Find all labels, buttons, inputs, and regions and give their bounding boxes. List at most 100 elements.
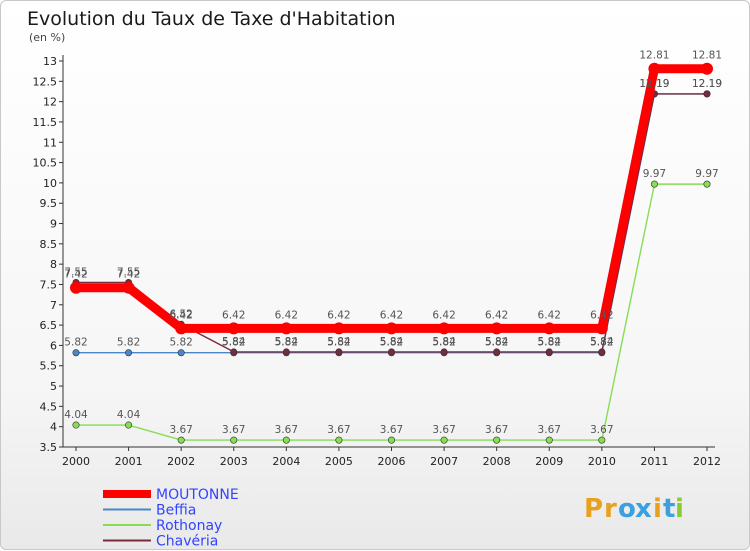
x-tick-label: 2011 (640, 455, 668, 468)
data-point (280, 322, 293, 335)
chart-title: Evolution du Taux de Taxe d'Habitation (27, 8, 396, 30)
data-point (72, 421, 80, 429)
data-point (545, 348, 553, 356)
data-point (493, 348, 501, 356)
data-point (175, 322, 188, 335)
data-label: 3.67 (432, 424, 455, 436)
logo-letter: P (584, 494, 603, 524)
y-tick-label: 12.5 (33, 75, 58, 88)
x-tick-label: 2010 (588, 455, 616, 468)
data-label: 3.67 (222, 424, 245, 436)
series-line-moutonne (71, 64, 712, 333)
y-tick-label: 11 (43, 136, 57, 149)
data-point (335, 436, 343, 444)
data-label: 3.67 (380, 424, 403, 436)
data-label: 5.82 (169, 337, 192, 349)
data-point (230, 436, 238, 444)
data-point (72, 349, 80, 357)
x-tick-label: 2001 (115, 455, 143, 468)
x-tick-label: 2012 (693, 455, 721, 468)
data-label: 5.84 (485, 336, 509, 348)
data-label: 5.84 (432, 336, 456, 348)
data-point (598, 436, 606, 444)
data-point (230, 348, 238, 356)
data-point (122, 281, 135, 294)
data-label: 6.42 (432, 309, 455, 321)
data-label: 3.67 (590, 424, 613, 436)
y-tick-label: 4 (50, 421, 57, 434)
y-tick-label: 10.5 (33, 157, 58, 170)
x-tick-label: 2008 (483, 455, 511, 468)
data-label: 5.84 (275, 336, 299, 348)
data-label: 5.82 (432, 337, 455, 349)
logo-letter: o (618, 494, 636, 524)
x-tick-label: 2004 (272, 455, 300, 468)
data-label: 7.55 (117, 266, 140, 278)
data-label: 12.19 (692, 78, 722, 90)
logo-letter: i (675, 494, 684, 524)
legend-label: MOUTONNE (156, 487, 239, 503)
y-tick-label: 5.5 (40, 360, 58, 373)
data-label: 5.82 (327, 337, 350, 349)
x-tick-label: 2002 (167, 455, 195, 468)
logo-letter: x (635, 494, 652, 524)
data-label: 6.42 (275, 309, 298, 321)
data-label: 6.52 (169, 308, 192, 320)
data-label: 7.42 (64, 269, 87, 281)
data-label: 5.82 (117, 337, 140, 349)
data-point (493, 436, 501, 444)
data-label: 5.84 (380, 336, 404, 348)
legend-label: Chavéria (156, 534, 218, 550)
x-tick-label: 2006 (378, 455, 406, 468)
legend-label: Beffia (156, 503, 196, 519)
data-point (335, 348, 343, 356)
data-label: 5.84 (538, 336, 562, 348)
y-tick-label: 10 (43, 177, 57, 190)
data-label: 5.84 (327, 336, 351, 348)
data-point (703, 180, 711, 188)
data-label: 9.97 (643, 168, 666, 180)
data-label: 9.97 (695, 168, 718, 180)
data-point (282, 436, 290, 444)
data-point (598, 348, 606, 356)
y-tick-label: 4.5 (40, 400, 58, 413)
data-label: 6.42 (327, 309, 350, 321)
x-tick-label: 2007 (430, 455, 458, 468)
logo-letter: r (604, 494, 617, 524)
data-point (385, 322, 398, 335)
y-tick-label: 5 (50, 380, 57, 393)
data-point (440, 436, 448, 444)
data-point (177, 436, 185, 444)
y-tick-label: 7.5 (40, 278, 58, 291)
data-point (332, 322, 345, 335)
axes: 3.5 4 4.5 5 5.5 6 6.5 7 7.5 8 8.5 9 9.5 10 10.5 11 11.5 1… (33, 55, 721, 468)
data-label: 4.04 (64, 409, 88, 421)
data-label: 5.82 (275, 337, 298, 349)
data-label: 12.81 (692, 50, 722, 62)
data-label: 5.82 (380, 337, 403, 349)
y-tick-label: 9.5 (40, 197, 58, 210)
x-tick-label: 2009 (535, 455, 563, 468)
data-label: 12.19 (692, 78, 722, 90)
x-tick-label: 2005 (325, 455, 353, 468)
data-point (648, 62, 661, 75)
data-point (177, 349, 185, 357)
data-point (545, 436, 553, 444)
data-label: 6.42 (169, 309, 192, 321)
data-point (703, 90, 711, 98)
x-tick-label: 2003 (220, 455, 248, 468)
data-label: 6.42 (380, 309, 403, 321)
data-label: 6.42 (222, 309, 245, 321)
data-label: 3.67 (169, 424, 192, 436)
legend-label: Rothonay (156, 518, 222, 534)
data-label: 3.67 (275, 424, 298, 436)
data-point (438, 322, 451, 335)
data-label: 5.82 (538, 337, 561, 349)
logo-letter: i (653, 494, 662, 524)
data-point (227, 322, 240, 335)
y-tick-label: 13 (43, 55, 57, 68)
y-tick-label: 9 (50, 218, 57, 231)
data-label: 12.19 (639, 78, 669, 90)
y-tick-label: 6.5 (40, 319, 58, 332)
